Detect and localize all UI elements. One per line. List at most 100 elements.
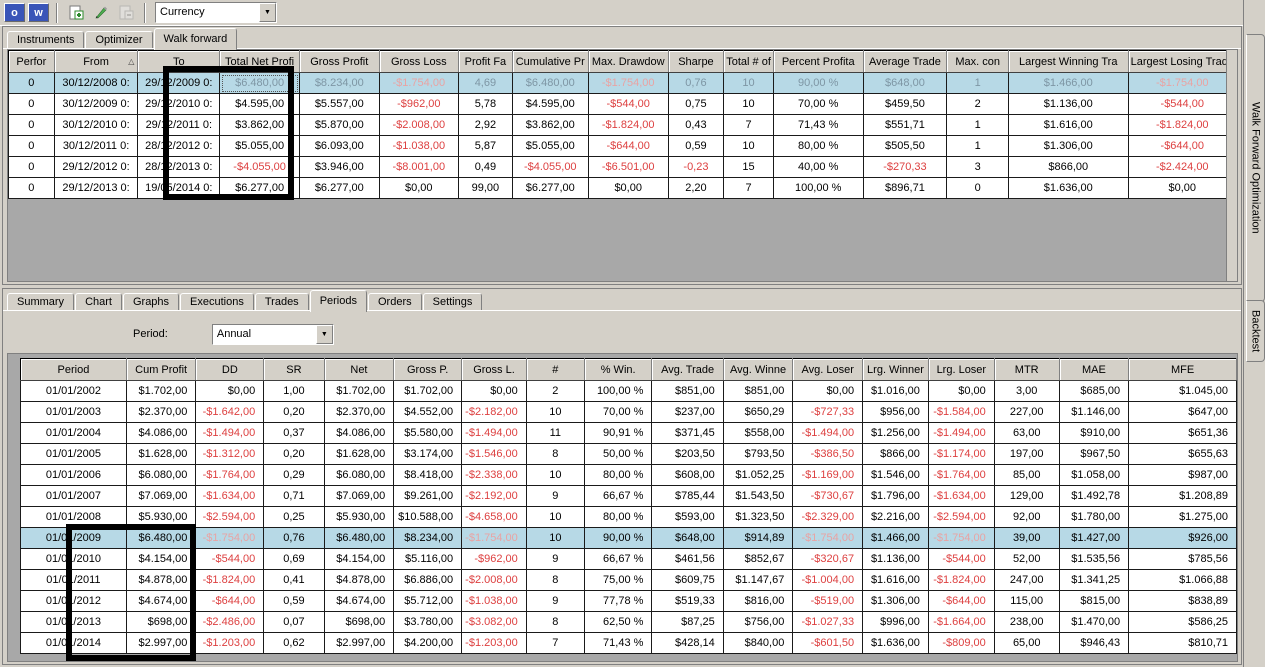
cell[interactable]: -$4.055,00 xyxy=(219,156,301,178)
cell[interactable]: $896,71 xyxy=(862,177,948,199)
tab-instruments[interactable]: Instruments xyxy=(7,31,85,49)
cell[interactable]: 100,00 % xyxy=(583,380,653,402)
cell[interactable]: -$270,33 xyxy=(862,156,948,178)
cell[interactable]: 92,00 xyxy=(993,506,1060,528)
cell[interactable]: $5.870,00 xyxy=(299,114,380,136)
cell[interactable]: $1.136,00 xyxy=(1007,93,1129,115)
cell[interactable]: $1.470,00 xyxy=(1058,611,1130,633)
cell[interactable]: 63,00 xyxy=(993,422,1060,444)
table-row[interactable]: 01/01/2002 $1.702,00 $0,00 1,00 $1.702,00 $1.… xyxy=(20,380,1237,402)
cell[interactable]: 29/12/2009 0: xyxy=(137,72,221,94)
cell[interactable]: $2.370,00 xyxy=(323,401,395,423)
cell[interactable]: $5.055,00 xyxy=(511,135,589,157)
cell[interactable]: $0,00 xyxy=(927,380,995,402)
column-header-gross-loss[interactable]: Gross Loss xyxy=(379,50,460,73)
new-document-icon[interactable] xyxy=(65,3,87,23)
table-row[interactable]: 01/01/2005 $1.628,00 -$1.312,00 0,20 $1.628,… xyxy=(20,443,1237,465)
cell[interactable]: $851,00 xyxy=(722,380,794,402)
cell[interactable]: -$1.312,00 xyxy=(195,443,265,465)
cell[interactable]: $461,56 xyxy=(651,548,724,570)
cell[interactable]: $586,25 xyxy=(1128,611,1237,633)
cell[interactable]: $852,67 xyxy=(722,548,794,570)
cell[interactable]: 1 xyxy=(946,114,1009,136)
column-header-sr[interactable]: SR xyxy=(263,358,325,381)
cell[interactable]: $647,00 xyxy=(1128,401,1237,423)
cell[interactable]: 0,59 xyxy=(263,590,325,612)
cell[interactable]: -$4.055,00 xyxy=(511,156,589,178)
cell[interactable]: -$1.584,00 xyxy=(927,401,995,423)
cell[interactable]: 0,69 xyxy=(263,548,325,570)
cell[interactable]: 0 xyxy=(8,156,55,178)
table-row[interactable]: 0 30/12/2008 0: 29/12/2009 0: $6.480,00 $8.2… xyxy=(8,72,1237,94)
cell[interactable]: -$519,00 xyxy=(792,590,864,612)
cell[interactable]: -$1.824,00 xyxy=(195,569,265,591)
cell[interactable]: 90,00 % xyxy=(583,527,653,549)
cell[interactable]: 0,29 xyxy=(263,464,325,486)
table-row[interactable]: 0 29/12/2013 0: 19/05/2014 0: $6.277,00 $6.2… xyxy=(8,177,1237,199)
cell[interactable]: $996,00 xyxy=(862,611,929,633)
column-header-gross-profit[interactable]: Gross Profit xyxy=(299,50,380,73)
column-header-mtr[interactable]: MTR xyxy=(994,358,1060,381)
cell[interactable]: 1 xyxy=(946,135,1009,157)
column-header-average-trade[interactable]: Average Trade xyxy=(863,50,948,73)
cell[interactable]: $5.055,00 xyxy=(219,135,301,157)
cell[interactable]: $4.086,00 xyxy=(323,422,395,444)
column-header-perfor[interactable]: Perfor xyxy=(8,50,55,73)
cell[interactable]: 0,25 xyxy=(263,506,325,528)
cell[interactable]: $6.480,00 xyxy=(219,72,301,94)
cell[interactable]: 80,00 % xyxy=(583,464,653,486)
cell[interactable]: $650,29 xyxy=(722,401,794,423)
cell[interactable]: $1.136,00 xyxy=(862,548,929,570)
cell[interactable]: $1.546,00 xyxy=(862,464,929,486)
cell[interactable]: -$1.634,00 xyxy=(927,485,995,507)
cell[interactable]: $9.261,00 xyxy=(393,485,463,507)
cell[interactable]: $1.323,50 xyxy=(722,506,794,528)
table-row[interactable]: 01/01/2011 $4.878,00 -$1.824,00 0,41 $4.878,… xyxy=(20,569,1237,591)
cell[interactable]: -$1.664,00 xyxy=(927,611,995,633)
cell[interactable]: $371,45 xyxy=(651,422,724,444)
cell[interactable]: $1.147,67 xyxy=(722,569,794,591)
cell[interactable]: $1.702,00 xyxy=(323,380,395,402)
cell[interactable]: $866,00 xyxy=(1007,156,1129,178)
tab-summary[interactable]: Summary xyxy=(7,293,75,311)
table-row[interactable]: 01/01/2010 $4.154,00 -$544,00 0,69 $4.154,00… xyxy=(20,548,1237,570)
cell[interactable]: -$1.169,00 xyxy=(792,464,864,486)
cell[interactable]: $685,00 xyxy=(1058,380,1130,402)
cell[interactable]: 0,71 xyxy=(263,485,325,507)
cell[interactable]: 4,69 xyxy=(458,72,513,94)
cell[interactable]: 129,00 xyxy=(993,485,1060,507)
cell[interactable]: $851,00 xyxy=(651,380,724,402)
cell[interactable]: $6.480,00 xyxy=(511,72,589,94)
cell[interactable]: 80,00 % xyxy=(772,135,864,157)
cell[interactable]: 8 xyxy=(525,443,585,465)
cell[interactable]: $551,71 xyxy=(862,114,948,136)
cell[interactable]: $838,89 xyxy=(1128,590,1237,612)
cell[interactable]: $5.930,00 xyxy=(323,506,395,528)
cell[interactable]: $8.234,00 xyxy=(393,527,463,549)
cell[interactable]: $505,50 xyxy=(862,135,948,157)
cell[interactable]: -$962,00 xyxy=(461,548,527,570)
cell[interactable]: -$1.494,00 xyxy=(461,422,527,444)
table-row[interactable]: 01/01/2003 $2.370,00 -$1.642,00 0,20 $2.370,… xyxy=(20,401,1237,423)
cell[interactable]: 01/01/2003 xyxy=(20,401,127,423)
column-header-profit-fa[interactable]: Profit Fa xyxy=(458,50,513,73)
cell[interactable]: $4.674,00 xyxy=(125,590,197,612)
cell[interactable]: 2,20 xyxy=(667,177,725,199)
cell[interactable]: $4.878,00 xyxy=(125,569,197,591)
cell[interactable]: 0,76 xyxy=(263,527,325,549)
cell[interactable]: $7.069,00 xyxy=(323,485,395,507)
cell[interactable]: $816,00 xyxy=(722,590,794,612)
cell[interactable]: $1.702,00 xyxy=(393,380,463,402)
cell[interactable]: $1.702,00 xyxy=(125,380,197,402)
cell[interactable]: $4.878,00 xyxy=(323,569,395,591)
cell[interactable]: $1.341,25 xyxy=(1058,569,1130,591)
cell[interactable]: -$962,00 xyxy=(378,93,460,115)
cell[interactable]: -$1.754,00 xyxy=(195,527,265,549)
cell[interactable]: -$3.082,00 xyxy=(461,611,527,633)
cell[interactable]: $4.552,00 xyxy=(393,401,463,423)
cell[interactable]: $8.418,00 xyxy=(393,464,463,486)
cell[interactable]: 28/12/2012 0: xyxy=(137,135,221,157)
cell[interactable]: $6.480,00 xyxy=(323,527,395,549)
cell[interactable]: $5.930,00 xyxy=(125,506,197,528)
cell[interactable]: 10 xyxy=(723,72,774,94)
